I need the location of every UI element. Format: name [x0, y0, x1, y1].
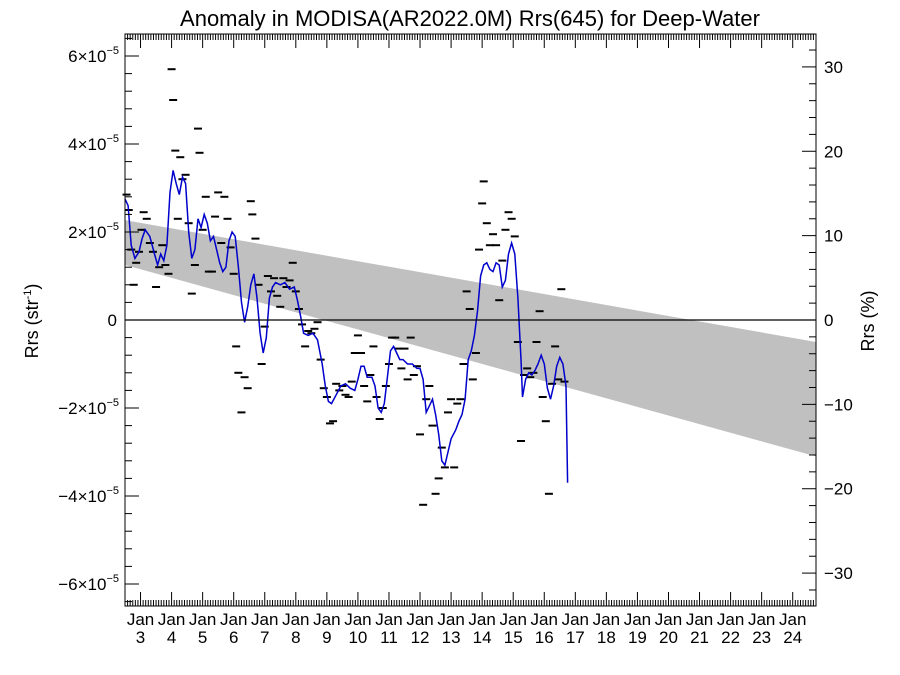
y-left-tick-label: 6×10−5 — [68, 45, 119, 66]
x-tick-month-label: Jan — [655, 610, 682, 629]
y-right-tick-label: 30 — [824, 58, 843, 77]
x-tick-month-label: Jan — [344, 610, 371, 629]
x-tick-year-label: 11 — [380, 628, 398, 647]
y-right-tick-label: −30 — [824, 564, 853, 583]
x-tick-month-label: Jan — [375, 610, 402, 629]
axes-layer: 6×10−5 4×10−5 2×10−5 0 −2×10−5 −4×10−5 −6×10−5… — [58, 33, 853, 647]
x-tick-year-label: 20 — [659, 628, 678, 647]
x-tick-month-label: Jan — [282, 610, 309, 629]
x-tick-year-label: 22 — [721, 628, 740, 647]
x-tick-year-label: 10 — [348, 628, 367, 647]
x-tick-year-label: 7 — [260, 628, 269, 647]
y-right-tick-label: 0 — [824, 311, 833, 330]
x-tick-month-label: Jan — [468, 610, 495, 629]
smoothed-series-line — [124, 170, 569, 483]
x-tick-month-label: Jan — [437, 610, 464, 629]
x-tick-year-label: 3 — [136, 628, 145, 647]
x-tick-month-label: Jan — [562, 610, 589, 629]
y-left-tick-label: −6×10−5 — [58, 573, 119, 594]
x-tick-year-label: 6 — [229, 628, 238, 647]
x-tick-month-label: Jan — [127, 610, 154, 629]
x-tick-year-label: 17 — [566, 628, 585, 647]
x-tick-month-label: Jan — [686, 610, 713, 629]
x-tick-month-label: Jan — [624, 610, 651, 629]
trend-band — [125, 220, 816, 457]
smoothed-line-layer — [124, 170, 569, 483]
x-tick-year-label: 5 — [198, 628, 207, 647]
y-right-tick-label: 10 — [824, 227, 843, 246]
x-tick-year-label: 21 — [690, 628, 709, 647]
x-tick-month-label: Jan — [406, 610, 433, 629]
x-tick-year-label: 12 — [411, 628, 430, 647]
y-left-tick-label: −4×10−5 — [58, 485, 119, 506]
x-tick-month-label: Jan — [748, 610, 775, 629]
x-tick-year-label: 4 — [167, 628, 176, 647]
x-tick-year-label: 9 — [322, 628, 331, 647]
x-tick-year-label: 19 — [628, 628, 647, 647]
x-tick-year-label: 15 — [504, 628, 523, 647]
y-right-tick-label: −10 — [824, 395, 853, 414]
x-tick-month-label: Jan — [251, 610, 278, 629]
x-tick-month-label: Jan — [531, 610, 558, 629]
x-tick-month-label: Jan — [158, 610, 185, 629]
x-tick-year-label: 24 — [783, 628, 802, 647]
x-tick-year-label: 16 — [535, 628, 554, 647]
y-left-tick-label: 4×10−5 — [68, 133, 119, 154]
x-tick-month-label: Jan — [220, 610, 247, 629]
x-tick-month-label: Jan — [779, 610, 806, 629]
x-tick-year-label: 14 — [473, 628, 492, 647]
x-tick-year-label: 23 — [752, 628, 771, 647]
x-tick-month-label: Jan — [717, 610, 744, 629]
y-axis-left-label: Rrs (str-1) — [22, 284, 42, 359]
y-right-tick-label: −20 — [824, 480, 853, 499]
y-left-tick-label: −2×10−5 — [58, 397, 119, 418]
x-tick-month-label: Jan — [593, 610, 620, 629]
x-tick-month-label: Jan — [499, 610, 526, 629]
x-tick-year-label: 8 — [291, 628, 300, 647]
x-tick-year-label: 18 — [597, 628, 616, 647]
x-tick-month-label: Jan — [313, 610, 340, 629]
trend-band-layer — [125, 220, 816, 457]
x-tick-month-label: Jan — [189, 610, 216, 629]
y-axis-right-label: Rrs (%) — [858, 291, 878, 352]
y-right-tick-label: 20 — [824, 142, 843, 161]
y-left-tick-label: 0 — [108, 311, 117, 330]
y-left-tick-label: 2×10−5 — [68, 221, 119, 242]
chart-title: Anomaly in MODISA(AR2022.0M) Rrs(645) fo… — [180, 6, 760, 31]
x-tick-year-label: 13 — [442, 628, 461, 647]
